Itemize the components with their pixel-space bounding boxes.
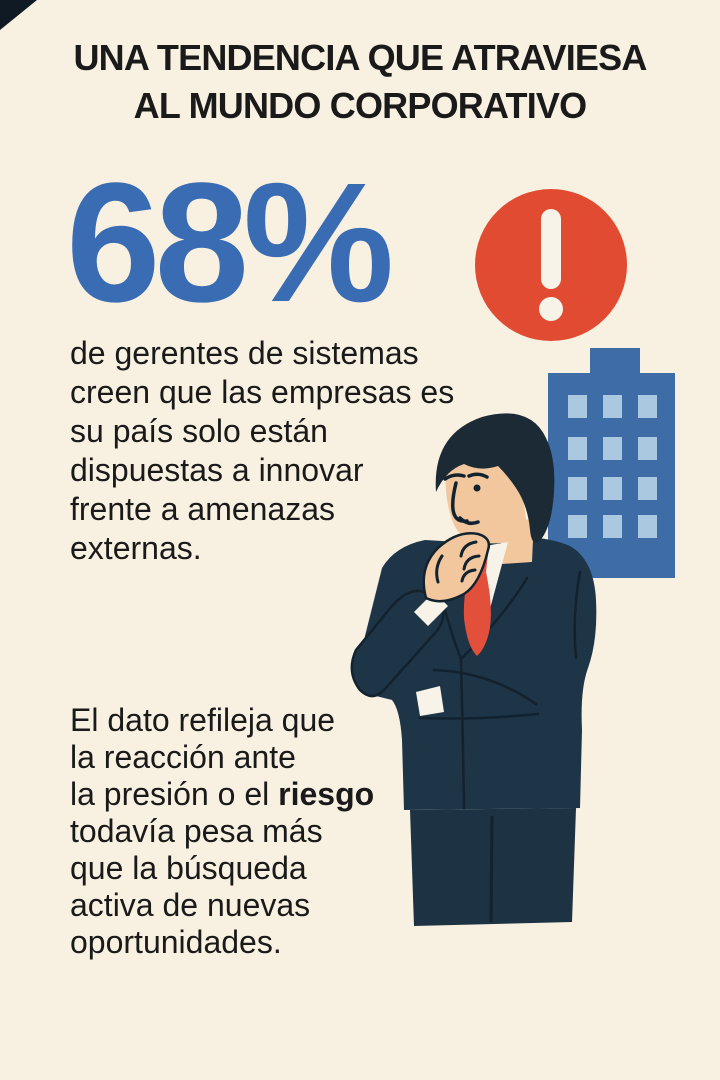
window-pane [568, 437, 587, 460]
title-line-1: UNA TENDENCIA QUE ATRAVIESA [73, 37, 647, 78]
text-segment: El dato refileja que [70, 702, 336, 738]
text-line: creen que las empresas es [70, 374, 455, 410]
face-features [443, 472, 489, 526]
window-pane [638, 515, 657, 538]
window-pane [603, 437, 622, 460]
person-hair [435, 413, 555, 543]
building-windows [568, 395, 657, 538]
text-line: la presión o el riesgo [70, 776, 374, 813]
insight-text: El dato refileja que la reacción ante la p… [70, 702, 374, 961]
eye-dot [473, 484, 481, 492]
window-pane [603, 395, 622, 418]
corner-accent-triangle [0, 0, 37, 30]
text-line: dispuestas a innovar [70, 452, 364, 488]
text-line: que la búsqueda [70, 850, 374, 887]
text-line: oportunidades. [70, 924, 374, 961]
alert-badge [475, 189, 627, 341]
window-pane [603, 515, 622, 538]
text-line: todavía pesa más [70, 813, 374, 850]
thinking-businessman-illustration [350, 413, 597, 926]
exclamation-stem [541, 209, 561, 289]
text-segment: que la búsqueda [70, 850, 307, 886]
text-segment: la reacción ante [70, 739, 296, 775]
text-segment: activa de nuevas [70, 887, 311, 923]
window-pane [568, 515, 587, 538]
window-pane [568, 477, 587, 500]
window-pane [638, 395, 657, 418]
left-eyebrow [443, 473, 466, 481]
office-building-illustration [548, 348, 675, 578]
page-title: UNA TENDENCIA QUE ATRAVIESA AL MUNDO COR… [0, 34, 720, 130]
text-segment: todavía pesa más [70, 813, 323, 849]
window-pane [568, 395, 587, 418]
text-line: El dato refileja que [70, 702, 374, 739]
text-line: externas. [70, 530, 202, 566]
emphasized-word: riesgo [278, 776, 375, 812]
finger-lines [435, 540, 481, 584]
text-line: la reacción ante [70, 739, 374, 776]
mouth-frown [458, 516, 480, 526]
exclamation-dot [539, 297, 563, 321]
trouser-legs [410, 808, 576, 926]
hand-on-chin [422, 532, 491, 603]
right-eyebrow [467, 472, 489, 479]
text-segment: oportunidades. [70, 924, 282, 960]
stat-value: 68% [66, 148, 394, 338]
text-line: activa de nuevas [70, 887, 374, 924]
text-segment: la presión o el [70, 776, 279, 812]
window-pane [638, 477, 657, 500]
title-line-2: AL MUNDO CORPORATIVO [133, 85, 587, 126]
text-line: frente a amenazas [70, 491, 336, 527]
shirt-cuff-crossed-arm [416, 686, 444, 716]
text-line: su país solo están [70, 413, 328, 449]
text-line: de gerentes de sistemas [70, 335, 419, 371]
building-roof [590, 348, 640, 374]
window-pane [638, 437, 657, 460]
stat-description: de gerentes de sistemas creen que las emp… [70, 334, 454, 568]
window-pane [603, 477, 622, 500]
